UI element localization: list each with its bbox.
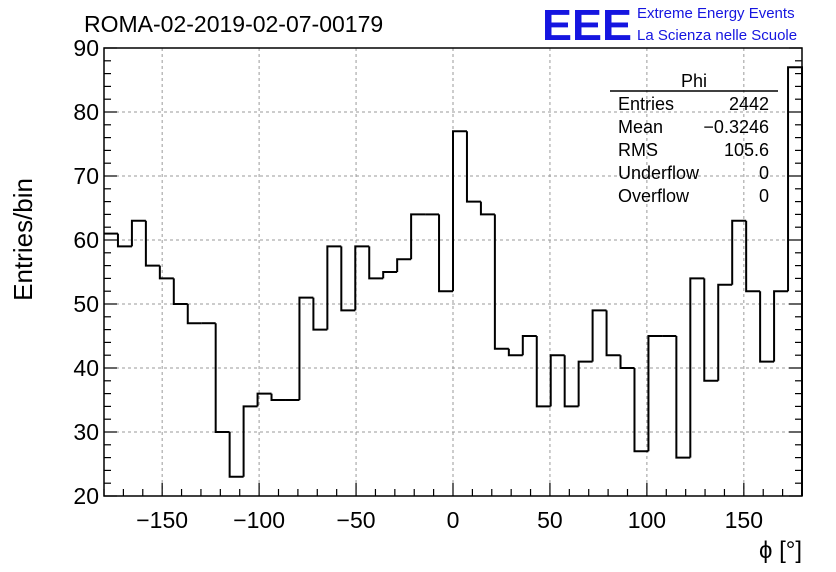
histogram-bin <box>312 297 328 331</box>
histogram-bin <box>689 277 705 458</box>
histogram-bin <box>396 258 412 272</box>
histogram-bin <box>438 214 453 293</box>
histogram-bin <box>340 246 356 312</box>
x-tick-label: 0 <box>447 507 460 533</box>
histogram-bin <box>759 291 775 363</box>
logo-line1: Extreme Energy Events <box>637 5 795 22</box>
y-tick-label: 40 <box>73 355 99 381</box>
histogram-bin <box>773 290 789 362</box>
stats-row-label: Mean <box>618 117 663 137</box>
histogram-bin <box>228 432 244 478</box>
logo-line2: La Scienza nelle Scuole <box>637 27 797 44</box>
histogram-bin <box>605 310 621 357</box>
y-tick-label: 90 <box>73 35 99 61</box>
histogram-bin <box>242 405 258 477</box>
histogram-bin <box>521 335 537 356</box>
histogram-bin <box>452 130 467 292</box>
histogram-bin <box>326 245 342 330</box>
histogram-bin <box>717 283 733 381</box>
x-tick-label: −100 <box>233 507 285 533</box>
x-tick-label: 50 <box>537 507 563 533</box>
x-tick-label: −50 <box>337 507 376 533</box>
stats-row-label: Underflow <box>618 163 700 183</box>
stats-box: Phi Entries 2442 Mean −0.3246 RMS 105.6 Underf… <box>610 71 778 206</box>
histogram-bin <box>214 323 230 433</box>
histogram-bin <box>577 360 593 407</box>
histogram-bin <box>549 354 565 407</box>
histogram-bin <box>619 355 635 369</box>
histogram-bin <box>382 271 398 279</box>
stats-row-value: 2442 <box>729 94 769 114</box>
histogram-bin <box>130 219 146 247</box>
histogram-bin <box>563 355 579 408</box>
x-tick-label: 150 <box>725 507 763 533</box>
histogram-bars <box>104 66 803 496</box>
stats-row-value: 0 <box>759 186 769 206</box>
stats-row-label: Overflow <box>618 186 690 206</box>
y-axis-label: Entries/bin <box>8 178 38 301</box>
y-tick-label: 20 <box>73 483 99 509</box>
histogram-bin <box>507 348 523 357</box>
histogram-bin <box>633 368 649 453</box>
histogram-bin <box>731 219 747 285</box>
chart-title: ROMA-02-2019-02-07-00179 <box>84 11 383 37</box>
y-axis-ticks: 20 30 40 50 60 70 80 90 <box>73 35 802 509</box>
histogram-bin <box>186 304 202 325</box>
histogram-bin <box>368 246 384 280</box>
histogram-bin <box>703 278 719 382</box>
logo-mark: EEE <box>542 1 632 50</box>
eee-logo: EEE Extreme Energy Events La Scienza nel… <box>542 1 797 50</box>
histogram-bin <box>591 309 607 362</box>
y-tick-label: 50 <box>73 291 99 317</box>
x-axis-ticks: −150 −100 −50 0 50 100 150 <box>103 483 803 533</box>
stats-row-value: −0.3246 <box>703 117 769 137</box>
y-tick-label: 70 <box>73 163 99 189</box>
histogram-bin <box>354 245 370 311</box>
x-tick-label: −150 <box>136 507 188 533</box>
stats-row-value: 105.6 <box>724 140 769 160</box>
stats-row-label: RMS <box>618 140 658 160</box>
x-axis-label: ϕ [°] <box>759 537 802 564</box>
stats-row-label: Entries <box>618 94 674 114</box>
histogram-bin <box>298 296 314 400</box>
stats-title: Phi <box>681 71 707 91</box>
histogram-bin <box>479 201 495 216</box>
x-tick-label: 100 <box>628 507 666 533</box>
histogram-bin <box>410 213 426 260</box>
histogram-bin <box>647 335 663 452</box>
histogram-bin <box>158 265 174 280</box>
histogram-bin <box>172 278 188 305</box>
histogram-bin <box>745 220 761 293</box>
histogram-bin <box>116 233 132 248</box>
histogram-bin <box>270 393 286 401</box>
histogram-bin <box>465 131 481 203</box>
y-tick-label: 30 <box>73 419 99 445</box>
y-tick-label: 60 <box>73 227 99 253</box>
y-tick-label: 80 <box>73 99 99 125</box>
histogram-bin <box>144 220 160 267</box>
histogram-bin <box>256 392 272 407</box>
stats-row-value: 0 <box>759 163 769 183</box>
histogram-bin <box>675 336 691 459</box>
histogram-bin <box>493 214 509 350</box>
histogram-bin <box>535 336 551 408</box>
